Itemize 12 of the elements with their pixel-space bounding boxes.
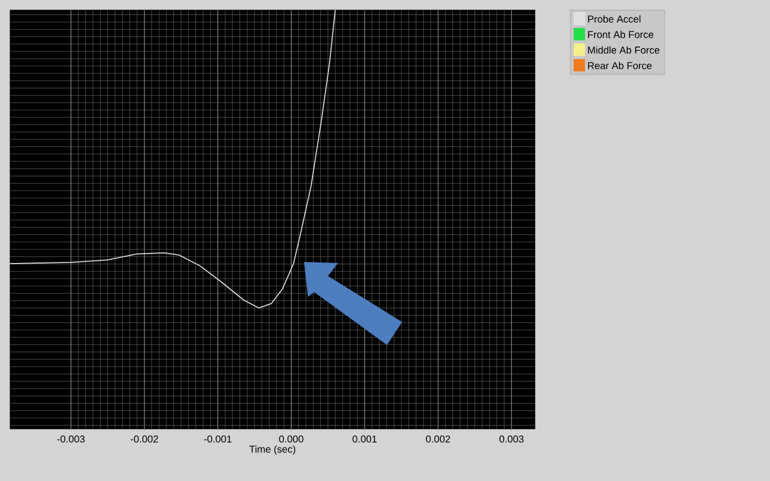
x-tick-label: 0.001 [352,436,377,443]
x-tick-label: 0.002 [426,436,450,443]
x-tick-label: 0.003 [499,436,524,443]
x-axis-title: Time (sec) [249,445,296,455]
legend-label: Middle Ab Force [588,46,660,54]
legend-label: Front Ab Force [588,30,654,38]
x-tick-label: -0.002 [130,436,158,443]
x-tick-label: -0.001 [204,436,232,443]
x-tick-label: -0.003 [57,436,85,443]
legend-label: Probe Accel [588,15,640,23]
legend-label: Rear Ab Force [588,62,652,70]
x-tick-label: 0.000 [279,436,304,443]
